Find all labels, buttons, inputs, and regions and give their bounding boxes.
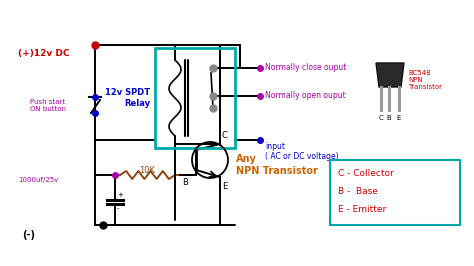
Text: Normally open ouput: Normally open ouput: [265, 92, 346, 101]
Text: E: E: [222, 182, 227, 191]
Text: E - Emitter: E - Emitter: [338, 206, 386, 214]
Text: +: +: [117, 192, 123, 198]
Text: input
( AC or DC voltage): input ( AC or DC voltage): [265, 142, 338, 161]
Text: Push start
ON button: Push start ON button: [30, 99, 66, 112]
Text: -: -: [117, 205, 119, 211]
Text: 1000uf/25v: 1000uf/25v: [18, 177, 58, 183]
Text: (+)12v DC: (+)12v DC: [18, 49, 70, 58]
Text: C: C: [379, 115, 383, 121]
Text: E: E: [397, 115, 401, 121]
Text: BC548
NPN
Transistor: BC548 NPN Transistor: [408, 70, 442, 90]
Text: B: B: [182, 178, 188, 187]
Text: 12v SPDT
Relay: 12v SPDT Relay: [105, 88, 150, 108]
Text: B: B: [387, 115, 392, 121]
Text: C: C: [222, 131, 228, 140]
Text: (-): (-): [22, 230, 35, 240]
Text: B -  Base: B - Base: [338, 188, 378, 197]
Text: 10K: 10K: [139, 166, 155, 175]
Text: C - Collector: C - Collector: [338, 169, 394, 178]
Polygon shape: [376, 63, 404, 87]
Text: Any
NPN Transistor: Any NPN Transistor: [236, 154, 318, 176]
Text: Normally close ouput: Normally close ouput: [265, 64, 346, 73]
